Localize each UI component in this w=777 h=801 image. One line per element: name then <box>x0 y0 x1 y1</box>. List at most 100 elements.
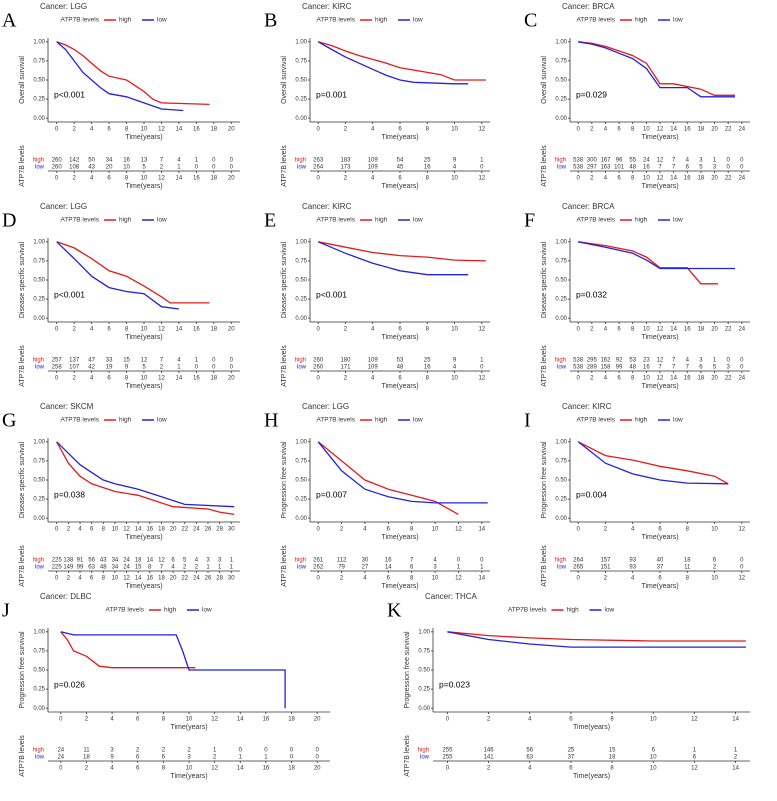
risk-count: 34 <box>112 558 119 564</box>
risk-x-tick-label: 22 <box>725 376 732 382</box>
panel-letter: H <box>264 410 278 432</box>
legend-label: low <box>157 217 167 224</box>
risk-count: 5 <box>142 165 146 171</box>
x-tick-label: 0 <box>577 327 581 333</box>
risk-x-tick-label: 6 <box>398 376 402 382</box>
risk-x-tick-label: 24 <box>193 576 200 582</box>
risk-x-tick-label: 8 <box>610 766 614 772</box>
risk-x-tick-label: 20 <box>711 176 718 182</box>
risk-count: 260 <box>52 158 63 164</box>
risk-count: 53 <box>629 358 636 364</box>
chart-title: Cancer: LGG <box>302 402 349 411</box>
survival-curve <box>577 441 729 485</box>
x-tick-label: 14 <box>176 327 183 333</box>
risk-x-tick-label: 0 <box>317 176 321 182</box>
x-axis-label: Time(years) <box>125 534 162 541</box>
risk-count: 18 <box>135 558 142 564</box>
risk-count: 10 <box>650 755 657 761</box>
risk-y-label: ATP7B levels <box>541 545 548 587</box>
risk-count: 0 <box>230 365 234 371</box>
risk-count: 225 <box>52 565 63 571</box>
x-tick-label: 16 <box>263 717 270 723</box>
risk-x-tick-label: 4 <box>371 176 375 182</box>
risk-x-tick-label: 0 <box>55 176 59 182</box>
risk-x-tick-label: 6 <box>398 176 402 182</box>
risk-row-label: low <box>35 755 45 761</box>
x-axis-label: Time(years) <box>381 134 418 141</box>
risk-x-tick-label: 12 <box>478 376 485 382</box>
risk-x-tick-label: 4 <box>363 576 367 582</box>
x-tick-label: 2 <box>67 527 71 533</box>
risk-count: 289 <box>587 365 598 371</box>
risk-count: 9 <box>453 158 457 164</box>
risk-count: 1 <box>218 565 222 571</box>
x-tick-label: 2 <box>590 327 594 333</box>
risk-count: 25 <box>424 158 431 164</box>
risk-count: 23 <box>643 358 650 364</box>
risk-count: 0 <box>480 558 484 564</box>
risk-count: 1 <box>480 358 484 364</box>
risk-count: 50 <box>88 158 95 164</box>
risk-row-label: high <box>295 358 306 364</box>
y-axis-label: Progression free survival <box>404 631 411 708</box>
risk-count: 2 <box>213 755 217 761</box>
panel-letter: K <box>387 600 402 622</box>
risk-y-label: ATP7B levels <box>541 345 548 387</box>
risk-count: 12 <box>657 358 664 364</box>
risk-x-tick-label: 12 <box>657 376 664 382</box>
risk-count: 43 <box>100 558 107 564</box>
risk-row-label: low <box>557 565 567 571</box>
x-tick-label: 26 <box>205 527 212 533</box>
survival-curve <box>578 241 735 270</box>
survival-curve <box>56 241 179 310</box>
risk-y-label: ATP7B levels <box>19 545 26 587</box>
risk-count: 157 <box>600 558 611 564</box>
y-tick-label: 0.75 <box>33 458 45 464</box>
risk-x-label: Time(years) <box>170 773 207 780</box>
risk-count: 6 <box>699 365 703 371</box>
risk-count: 27 <box>362 565 369 571</box>
x-tick-label: 28 <box>216 527 223 533</box>
risk-x-tick-label: 2 <box>487 766 491 772</box>
risk-count: 16 <box>424 365 431 371</box>
risk-count: 7 <box>672 165 676 171</box>
risk-count: 20 <box>106 165 113 171</box>
risk-count: 0 <box>290 748 294 754</box>
risk-count: 538 <box>573 365 584 371</box>
survival-curve <box>56 41 210 106</box>
risk-x-tick-label: 2 <box>590 176 594 182</box>
risk-row-label: high <box>555 558 566 564</box>
survival-curve <box>318 41 486 81</box>
x-tick-label: 4 <box>631 527 635 533</box>
x-tick-label: 14 <box>176 127 183 133</box>
x-tick-label: 18 <box>698 327 705 333</box>
x-tick-label: 8 <box>426 327 430 333</box>
risk-x-tick-label: 0 <box>55 376 59 382</box>
risk-y-label: ATP7B levels <box>281 545 288 587</box>
risk-x-tick-label: 4 <box>110 766 114 772</box>
risk-x-tick-label: 10 <box>643 376 650 382</box>
risk-count: 0 <box>480 365 484 371</box>
chart-title: Cancer: DLBC <box>40 592 92 601</box>
risk-x-tick-label: 10 <box>650 766 657 772</box>
legend-title: ATP7B levels <box>60 417 99 424</box>
x-tick-label: 18 <box>210 127 217 133</box>
x-axis-label: Time(years) <box>381 334 418 341</box>
y-tick-label: 0.00 <box>33 706 45 712</box>
x-tick-label: 6 <box>136 717 140 723</box>
x-tick-label: 6 <box>398 127 402 133</box>
risk-count: 4 <box>453 365 457 371</box>
risk-count: 107 <box>69 365 80 371</box>
risk-x-label: Time(years) <box>573 773 610 780</box>
risk-count: 109 <box>368 365 379 371</box>
y-tick-label: 0.25 <box>33 497 45 503</box>
risk-x-tick-label: 12 <box>158 176 165 182</box>
x-tick-label: 6 <box>90 527 94 533</box>
risk-x-tick-label: 16 <box>193 376 200 382</box>
risk-count: 7 <box>672 158 676 164</box>
risk-count: 1 <box>195 358 199 364</box>
risk-count: 0 <box>740 158 744 164</box>
legend-title: ATP7B levels <box>508 607 547 614</box>
x-tick-label: 12 <box>211 717 218 723</box>
risk-count: 3 <box>699 158 703 164</box>
